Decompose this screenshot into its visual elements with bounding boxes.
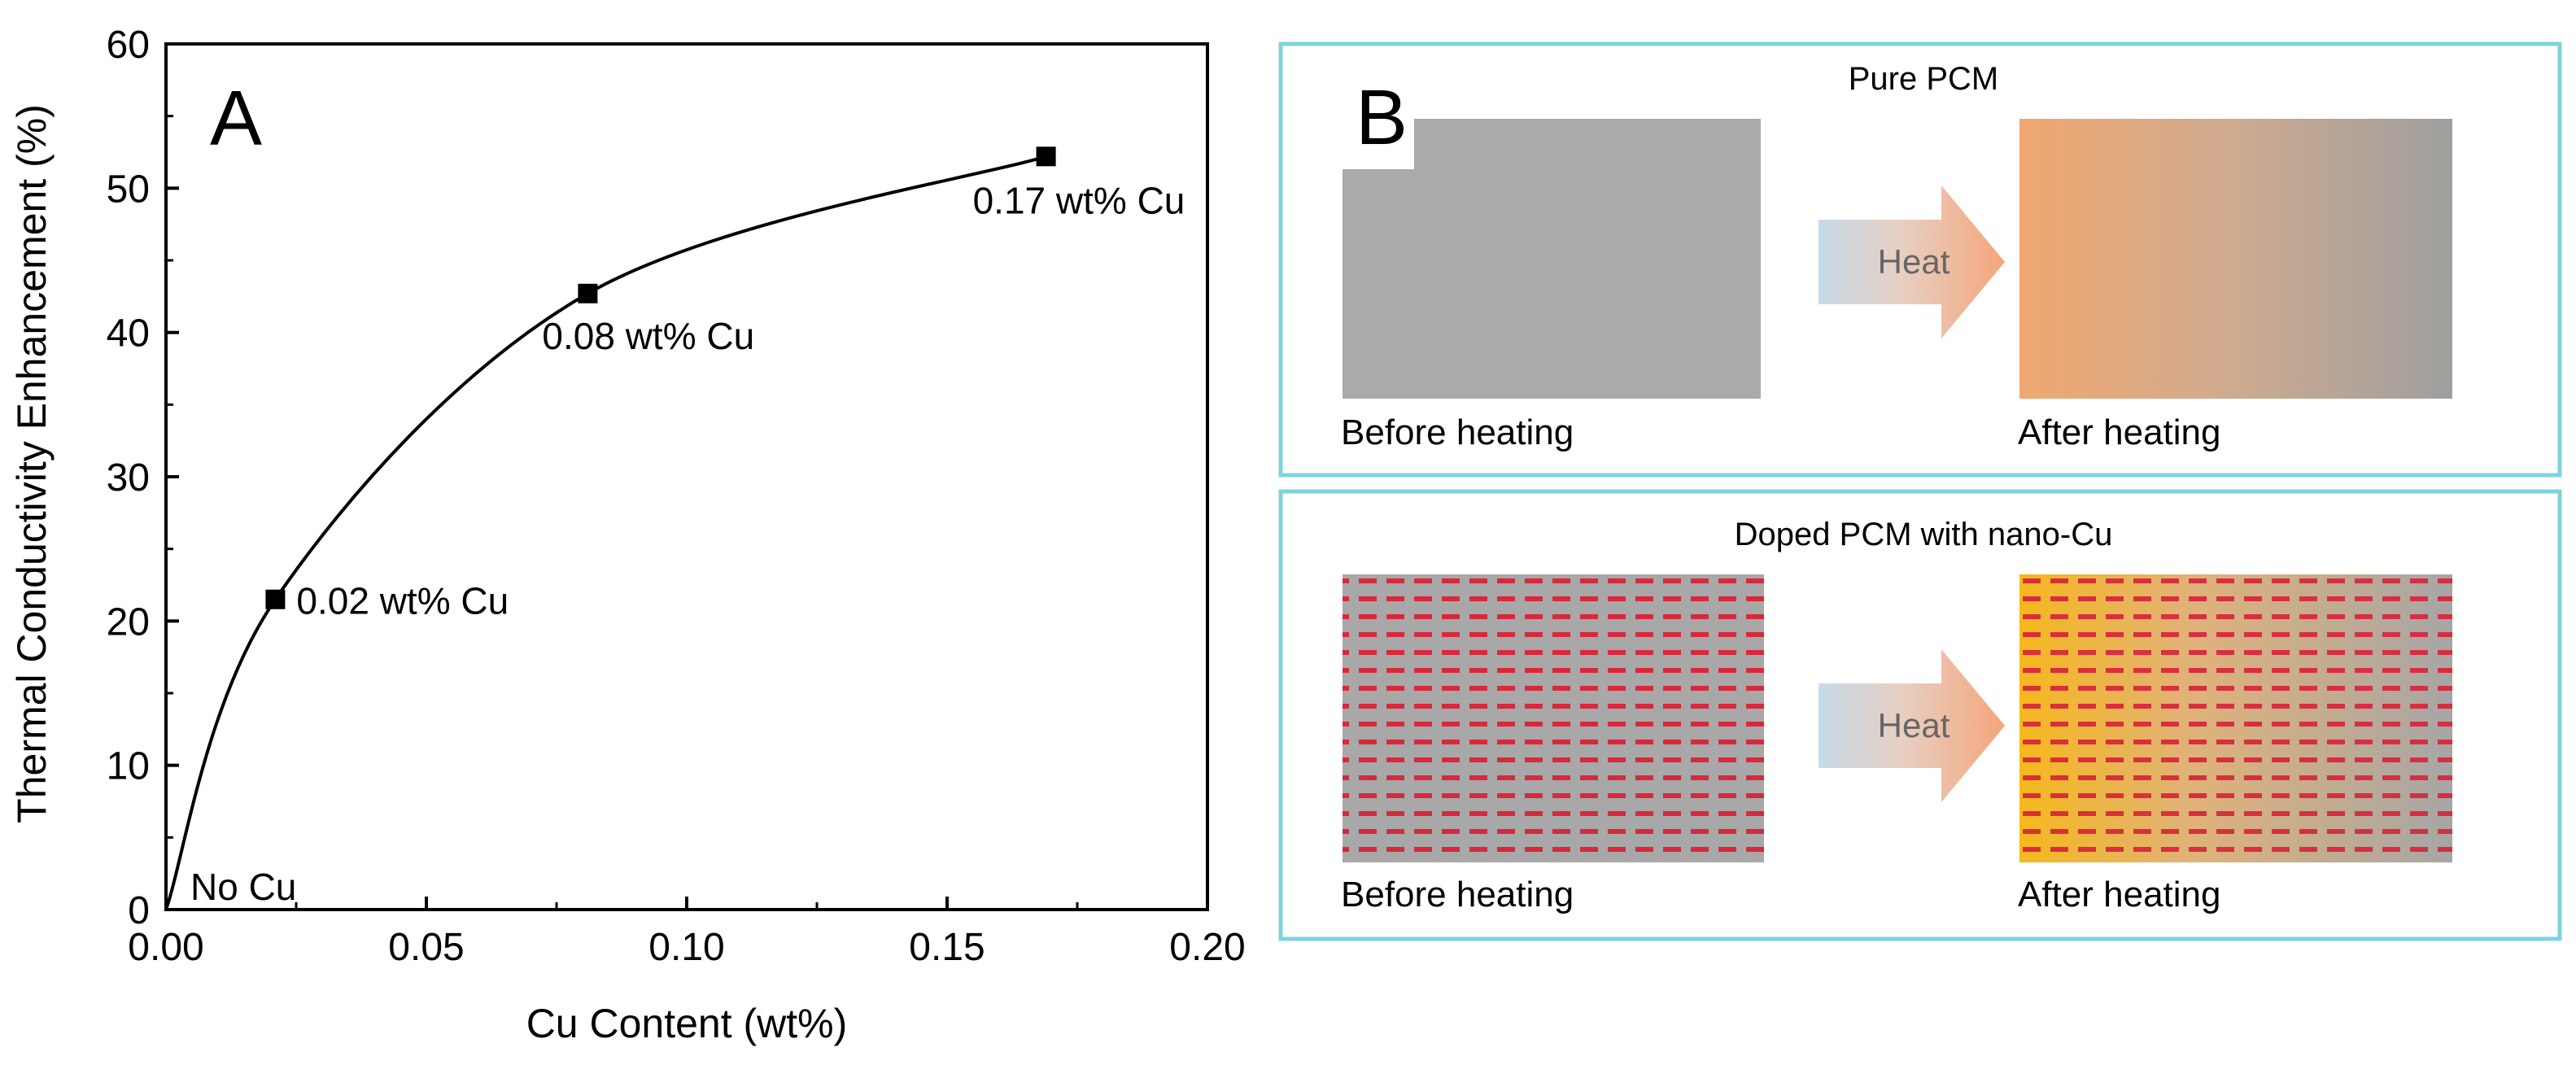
y-tick-label: 0 (128, 889, 150, 932)
doped-pcm-title: Doped PCM with nano-Cu (1735, 517, 2113, 552)
y-tick-label: 20 (107, 600, 150, 644)
y-axis-label: Thermal Conductivity Enhancement (%) (9, 104, 55, 823)
y-tick-label: 50 (107, 168, 150, 211)
heat-arrow-bottom-label: Heat (1878, 706, 1950, 744)
data-marker (1036, 146, 1056, 167)
pure-pcm-frame (1278, 41, 2562, 478)
doped-pcm-before-block (1343, 574, 1764, 862)
x-axis-ticks: 0.00 0.05 0.10 0.15 0.20 (128, 897, 1246, 969)
x-tick-label: 0.00 (128, 926, 203, 969)
doped-pcm-frame (1278, 489, 2562, 941)
x-tick-label: 0.10 (648, 926, 724, 969)
heat-arrow-bottom: Heat (1818, 649, 2005, 802)
x-tick-label: 0.05 (388, 926, 464, 969)
y-axis-ticks: 0 10 20 30 40 50 60 (107, 24, 179, 932)
plot-frame (164, 42, 1209, 911)
pure-pcm-after-block (2019, 119, 2452, 399)
data-point-label: 0.08 wt% Cu (542, 315, 754, 357)
doped-pcm-before-caption: Before heating (1341, 875, 1574, 914)
x-tick-label: 0.15 (909, 926, 985, 969)
panel-b-letter: B (1356, 74, 1408, 161)
pure-pcm-before-caption: Before heating (1341, 412, 1574, 452)
panel-b-schematic: B Pure PCM Before heating Heat After hea… (1278, 41, 2562, 941)
pure-pcm-title: Pure PCM (1849, 61, 1999, 97)
doped-pcm-box: Doped PCM with nano-Cu Before heating He… (1278, 489, 2562, 941)
y-tick-label: 60 (107, 24, 150, 67)
pure-pcm-box: B Pure PCM Before heating Heat After hea… (1278, 41, 2562, 478)
pure-pcm-before-block (1343, 119, 1761, 399)
data-point-labels: No Cu 0.02 wt% Cu 0.08 wt% Cu 0.17 wt% Cu (190, 179, 1185, 908)
doped-pcm-after-block (2019, 574, 2452, 862)
heat-arrow-top: Heat (1818, 185, 2005, 338)
chart-axes (164, 42, 1209, 911)
y-tick-label: 10 (107, 745, 150, 788)
data-markers (265, 146, 1056, 609)
x-tick-label: 0.20 (1169, 926, 1245, 969)
panel-a-chart: A 0.00 0.05 0.10 0.15 0.20 0 10 20 30 40 50 60 No … (9, 24, 1246, 1046)
doped-pcm-after-caption: After heating (2018, 875, 2221, 914)
data-marker (578, 283, 598, 303)
data-marker (265, 589, 286, 609)
data-point-label: 0.02 wt% Cu (296, 580, 509, 622)
y-tick-label: 40 (107, 312, 150, 356)
y-tick-label: 30 (107, 456, 150, 500)
panel-a-letter: A (210, 75, 262, 162)
pure-pcm-after-caption: After heating (2018, 412, 2221, 452)
data-point-label: 0.17 wt% Cu (973, 179, 1185, 221)
series-line (164, 155, 1047, 910)
data-point-label: No Cu (190, 866, 296, 908)
heat-arrow-top-label: Heat (1878, 242, 1950, 281)
x-axis-label: Cu Content (wt%) (526, 1001, 848, 1046)
